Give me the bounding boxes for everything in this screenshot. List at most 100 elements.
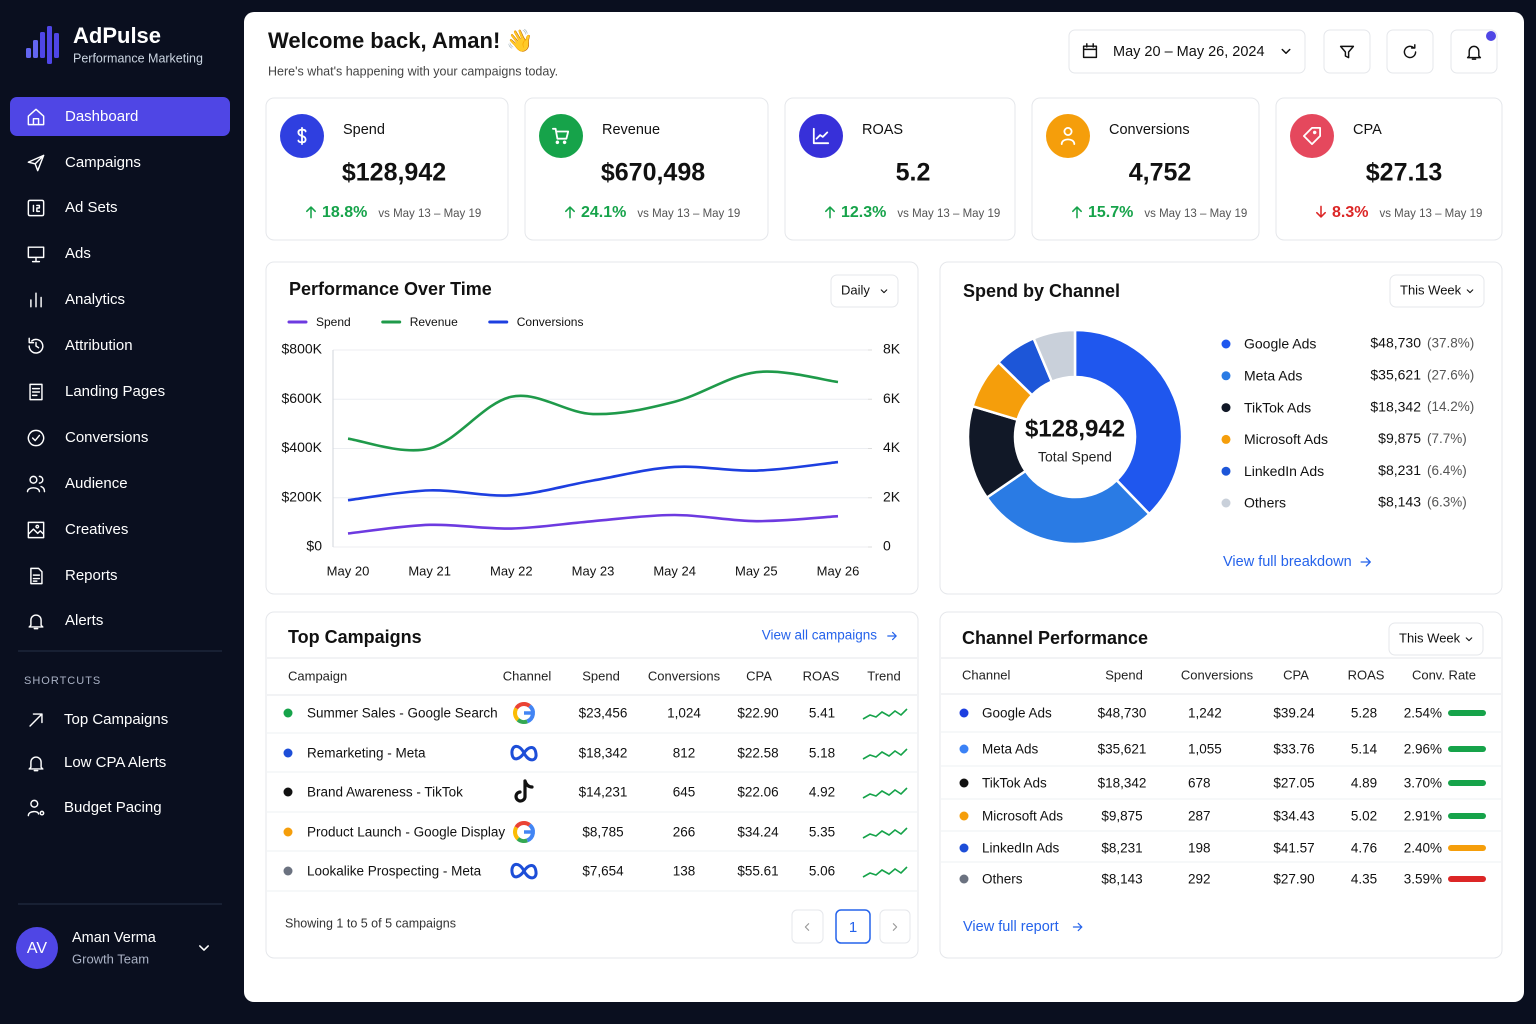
series-line [347,460,839,502]
page-current[interactable] [835,909,871,944]
table-link[interactable]: View all campaigns [762,628,878,643]
campaign-name: Summer Sales - Google Search [307,706,498,721]
chevron-left [804,923,810,931]
date-picker[interactable] [1068,29,1306,74]
legend-dot [1221,339,1231,349]
google-logo [513,707,520,722]
brand-name: AdPulse [73,23,161,48]
nav-active[interactable] [10,97,230,136]
kpi-icon [297,126,307,145]
legend-label: TikTok Ads [1244,399,1311,415]
nav-item[interactable]: Ad Sets [65,199,118,216]
dropdown[interactable] [830,274,899,308]
cell: 3.59% [1404,872,1442,887]
page-prev[interactable] [791,909,824,944]
google-logo [514,702,531,710]
pie-center-label: Total Spend [1038,449,1112,465]
meta-logo [510,744,538,762]
chart-title: Spend by Channel [963,281,1120,301]
kpi-icon [552,127,570,145]
kpi-card [265,97,509,241]
table-card [265,611,919,959]
rate-bar [1448,780,1486,786]
column-header: ROAS [1348,667,1385,682]
campaign-name: Lookalike Prospecting - Meta [307,864,482,879]
channel-dot [959,811,969,821]
legend-percent: (6.3%) [1427,495,1467,510]
page-next[interactable] [879,909,911,944]
shortcut-item[interactable]: Top Campaigns [64,711,168,728]
dropdown[interactable] [1389,274,1485,308]
legend-percent: (37.8%) [1427,336,1474,351]
x-tick-label: May 25 [735,563,778,578]
kpi-value: 5.2 [896,159,931,187]
filter-icon [1339,45,1355,59]
nav-item[interactable]: Creatives [65,521,128,538]
refresh-button[interactable] [1386,29,1434,74]
brand-tagline: Performance Marketing [73,51,203,65]
chart-title: Performance Over Time [289,279,492,299]
cell: 5.35 [809,825,835,840]
channel-name: Microsoft Ads [982,809,1063,824]
breakdown-link[interactable]: View full breakdown [1223,554,1352,570]
chevron-right [892,923,898,931]
legend-dot [1221,498,1231,508]
link-arrow [1072,922,1083,932]
nav-item[interactable]: Dashboard [65,108,138,125]
nav-item[interactable]: Alerts [65,612,103,629]
legend-value: $8,231 [1378,462,1421,478]
kpi-icon [812,127,830,145]
cell: $34.43 [1273,809,1314,824]
filter-button[interactable] [1323,29,1371,74]
channel-dot [959,874,969,884]
cell: $7,654 [582,864,624,879]
kpi-value: $128,942 [342,159,446,187]
y-tick-label: $200K [282,488,323,504]
bell-button[interactable] [1450,29,1498,74]
kpi-label: Revenue [602,122,660,138]
nav-icon [30,567,43,585]
shortcut-item[interactable]: Budget Pacing [64,799,162,816]
link-arrow [1360,557,1371,567]
nav-item[interactable]: Conversions [65,429,148,446]
nav-item[interactable]: Reports [65,567,118,584]
cell: 812 [673,746,696,761]
y2-tick-label: 0 [883,538,891,554]
cell: 4.89 [1351,776,1377,791]
x-tick-label: May 21 [408,563,451,578]
cell: 4.35 [1351,872,1377,887]
nav-item[interactable]: Audience [65,475,128,492]
legend-value: $18,342 [1370,398,1421,414]
kpi-arrow [825,206,835,219]
channel-name: TikTok Ads [982,776,1047,791]
kpi-label: Conversions [1109,122,1190,138]
x-tick-label: May 23 [572,563,615,578]
google-logo [516,718,528,724]
nav-icon [28,614,44,630]
nav-item[interactable]: Campaigns [65,154,141,171]
cell: 5.06 [809,864,835,879]
y-tick-label: $0 [306,538,322,554]
nav-item[interactable]: Landing Pages [65,383,165,400]
column-header: Campaign [288,668,347,683]
status-dot [283,748,293,758]
dropdown[interactable] [1388,622,1484,656]
cell: 5.41 [809,706,835,721]
legend-label: Meta Ads [1244,368,1302,384]
column-header: Conversions [1181,667,1254,682]
legend-value: $35,621 [1370,367,1421,383]
tiktok-logo [514,779,534,803]
nav-item[interactable]: Analytics [65,291,125,308]
refresh-icon [1403,44,1417,59]
x-tick-label: May 22 [490,563,533,578]
report-link[interactable]: View full report [963,919,1059,935]
kpi-value: $27.13 [1366,159,1442,187]
shortcut-item[interactable]: Low CPA Alerts [64,754,166,771]
x-tick-label: May 20 [327,563,370,578]
rate-bar [1448,876,1486,882]
nav-item[interactable]: Ads [65,245,91,262]
nav-item[interactable]: Attribution [65,337,133,354]
chart-card [265,261,919,595]
dropdown-label: This Week [1400,282,1462,297]
